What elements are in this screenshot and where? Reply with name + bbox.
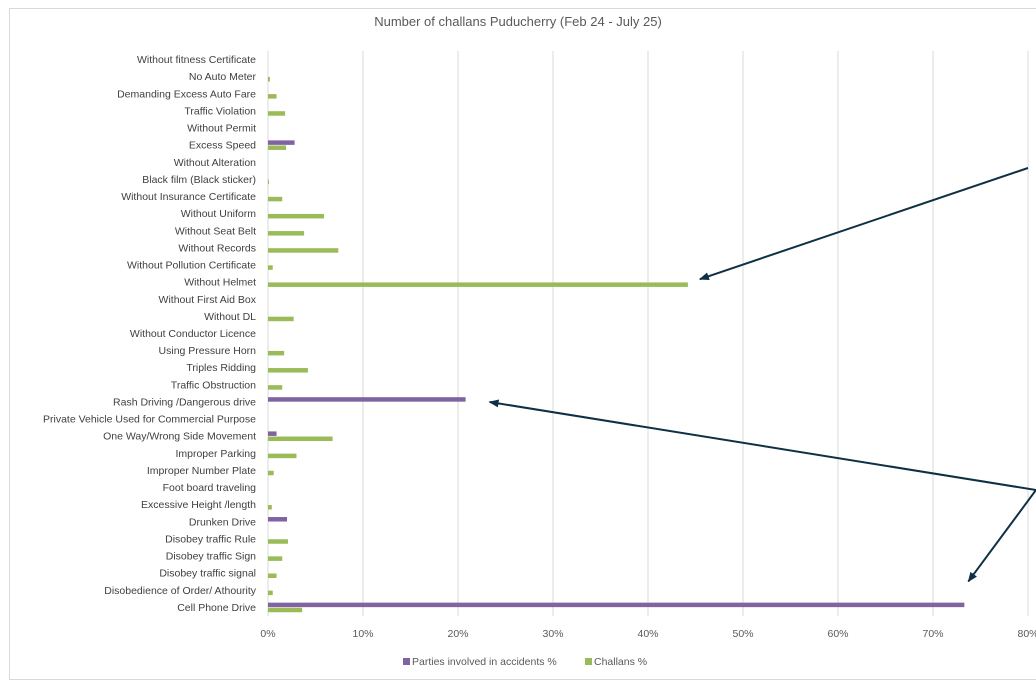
bar-challans bbox=[268, 573, 277, 578]
bar-challans bbox=[268, 179, 269, 185]
bar-challans bbox=[268, 213, 325, 219]
bar-challans bbox=[268, 470, 274, 476]
category-label: Disobey traffic Sign bbox=[166, 551, 256, 563]
bar-challans bbox=[268, 265, 273, 270]
bars bbox=[268, 76, 965, 613]
category-label: Traffic Violation bbox=[184, 105, 256, 117]
category-label: Demanding Excess Auto Fare bbox=[117, 88, 256, 100]
category-label: Without Helmet bbox=[184, 277, 256, 289]
category-label: Excessive Height /length bbox=[141, 499, 256, 511]
bar-accidents bbox=[268, 602, 965, 608]
annotation-arrow bbox=[488, 399, 1036, 491]
bar-challans bbox=[268, 94, 277, 99]
x-tick-label: 70% bbox=[922, 628, 943, 640]
bar-challans bbox=[268, 453, 297, 459]
annotation-arrow bbox=[967, 489, 1036, 583]
category-label: One Way/Wrong Side Movement bbox=[103, 431, 256, 443]
category-label: Cell Phone Drive bbox=[177, 602, 256, 614]
legend-label: Parties involved in accidents % bbox=[412, 656, 557, 668]
category-labels: Without fitness Certificate No Auto Meter… bbox=[43, 54, 257, 614]
category-label: Improper Parking bbox=[175, 448, 256, 460]
bar-challans bbox=[268, 231, 305, 236]
bar-challans bbox=[268, 607, 303, 613]
bar-challans bbox=[268, 145, 287, 150]
category-label: Without Records bbox=[178, 242, 256, 254]
x-tick-label: 60% bbox=[827, 628, 848, 640]
annotation-arrows bbox=[488, 167, 1036, 583]
category-label: Without Insurance Certificate bbox=[121, 191, 256, 203]
legend-swatch bbox=[403, 658, 410, 665]
category-label: Triples Ridding bbox=[186, 362, 256, 374]
bar-challans bbox=[268, 385, 283, 390]
x-tick-label: 80% bbox=[1017, 628, 1036, 640]
bar-accidents bbox=[268, 431, 277, 436]
category-label: Disobey traffic Rule bbox=[165, 533, 256, 545]
bar-challans bbox=[268, 505, 272, 510]
bar-challans bbox=[268, 539, 288, 544]
category-label: Private Vehicle Used for Commercial Purp… bbox=[43, 414, 256, 426]
bar-challans bbox=[268, 282, 688, 287]
bar-challans bbox=[268, 111, 286, 116]
category-label: Without Conductor Licence bbox=[130, 328, 256, 340]
x-tick-labels: 0% 10% 20% 30% 40% 50% 60% 70% 80% bbox=[260, 628, 1036, 640]
category-label: Improper Number Plate bbox=[147, 465, 256, 477]
category-label: Black film (Black sticker) bbox=[142, 174, 256, 186]
bar-challans bbox=[268, 368, 308, 373]
annotation-arrow bbox=[698, 167, 1029, 281]
x-tick-label: 40% bbox=[637, 628, 658, 640]
bar-challans bbox=[268, 590, 273, 596]
legend-label: Challans % bbox=[594, 656, 647, 668]
category-label: Without Uniform bbox=[181, 208, 257, 220]
bar-challans bbox=[268, 556, 283, 561]
category-label: Without Pollution Certificate bbox=[127, 260, 256, 272]
bar-accidents bbox=[268, 397, 466, 402]
bar-challans bbox=[268, 76, 270, 82]
category-label: Without First Aid Box bbox=[159, 294, 257, 306]
category-label: Without Permit bbox=[187, 123, 256, 135]
category-label: Excess Speed bbox=[189, 140, 256, 152]
gridlines bbox=[267, 51, 1029, 616]
x-tick-label: 0% bbox=[260, 628, 275, 640]
legend-swatch bbox=[585, 658, 592, 665]
chart-title: Number of challans Puducherry (Feb 24 - … bbox=[374, 14, 662, 29]
category-label: Without fitness Certificate bbox=[137, 54, 256, 66]
category-label: Foot board traveling bbox=[163, 482, 257, 494]
category-label: Disobey traffic signal bbox=[159, 568, 256, 580]
category-label: Without Seat Belt bbox=[175, 225, 256, 237]
category-label: Traffic Obstruction bbox=[171, 379, 256, 391]
x-tick-label: 30% bbox=[542, 628, 563, 640]
bar-challans bbox=[268, 196, 283, 202]
category-label: No Auto Meter bbox=[189, 71, 257, 83]
bar-accidents bbox=[268, 517, 287, 522]
bar-challans bbox=[268, 316, 294, 322]
category-label: Disobedience of Order/ Athourity bbox=[104, 585, 256, 597]
chart-frame bbox=[9, 8, 1036, 680]
x-tick-label: 50% bbox=[732, 628, 753, 640]
category-label: Without Alteration bbox=[174, 157, 256, 169]
category-label: Without DL bbox=[204, 311, 256, 323]
x-tick-label: 10% bbox=[352, 628, 373, 640]
bar-challans bbox=[268, 350, 285, 356]
x-tick-label: 20% bbox=[447, 628, 468, 640]
legend: Parties involved in accidents % Challans … bbox=[403, 656, 647, 668]
category-label: Using Pressure Horn bbox=[159, 345, 257, 357]
bar-challans bbox=[268, 248, 339, 253]
bar-challans bbox=[268, 436, 333, 442]
category-label: Rash Driving /Dangerous drive bbox=[113, 396, 256, 408]
bar-accidents bbox=[268, 140, 295, 145]
category-label: Drunken Drive bbox=[189, 516, 256, 528]
